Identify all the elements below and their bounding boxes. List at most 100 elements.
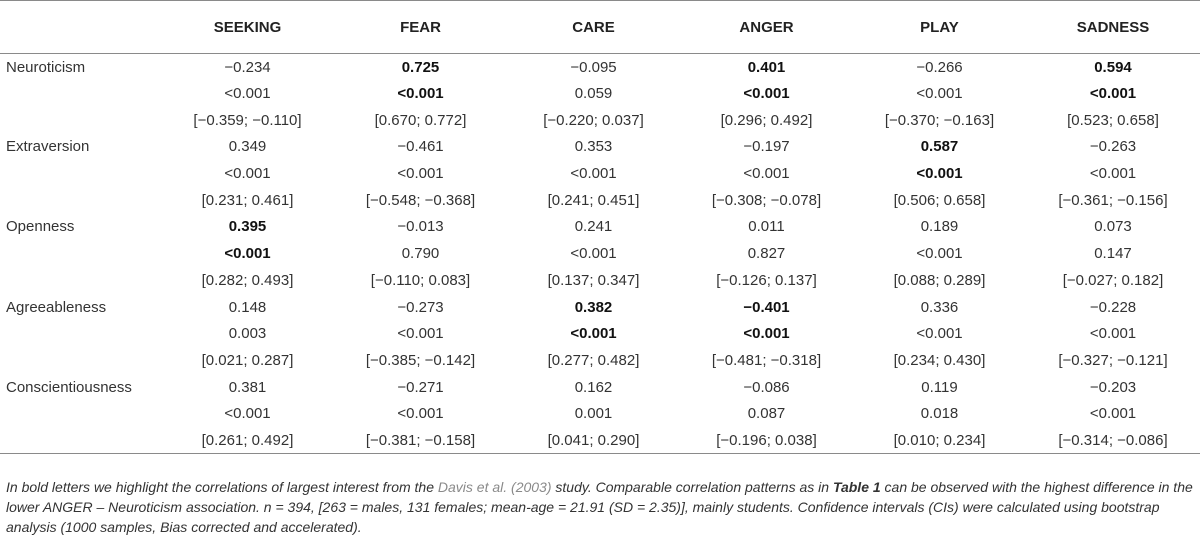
correlation-cell: −0.203 [1089, 378, 1137, 396]
col-header-play: PLAY [853, 0, 1026, 54]
correlation-cell: 0.011 [748, 218, 785, 236]
row-label-extraversion: Extraversion [6, 138, 90, 156]
table-body: Neuroticism −0.234 0.725 −0.095 0.401 −0.266 0… [0, 54, 1200, 455]
correlation-cell: −0.013 [397, 218, 444, 236]
correlation-table: SEEKING FEAR CARE ANGER PLAY SADNESS Neu… [0, 0, 1200, 455]
col-header-anger: ANGER [680, 0, 853, 54]
p-value-cell: <0.001 [397, 325, 444, 343]
correlation-cell: −0.266 [916, 58, 963, 76]
confidence-interval-cell: [−0.126; 0.137] [716, 271, 817, 289]
table-row: Agreeableness 0.148 −0.273 0.382 −0.401 0.336… [0, 294, 1200, 321]
p-value-cell: <0.001 [743, 165, 790, 183]
table-row: Neuroticism −0.234 0.725 −0.095 0.401 −0.266 0… [0, 54, 1200, 81]
p-value-cell: <0.001 [1089, 325, 1137, 343]
empty-label-cell [0, 427, 161, 455]
correlation-cell: 0.241 [574, 218, 613, 236]
correlation-cell: −0.263 [1089, 138, 1137, 156]
confidence-interval-cell: [−0.110; 0.083] [370, 271, 471, 289]
correlation-cell: 0.395 [228, 218, 267, 236]
confidence-interval-cell: [−0.327; −0.121] [1058, 351, 1168, 369]
p-value-cell: 0.827 [747, 245, 786, 263]
p-value-cell: 0.059 [574, 85, 613, 103]
correlation-cell: −0.273 [397, 298, 444, 316]
col-header-care: CARE [507, 0, 680, 54]
confidence-interval-cell: [−0.361; −0.156] [1058, 191, 1168, 209]
p-value-cell: <0.001 [1089, 85, 1137, 103]
correlation-cell: 0.594 [1094, 58, 1132, 76]
confidence-interval-cell: [−0.220; 0.037] [543, 111, 644, 129]
table-row: [0.021; 0.287] [−0.385; −0.142] [0.277; 0.… [0, 347, 1200, 374]
footnote-text: can be observed with the highest differe… [6, 479, 1193, 535]
p-value-cell: <0.001 [743, 325, 790, 343]
table-row: Openness 0.395 −0.013 0.241 0.011 0.189 0.073 [0, 214, 1200, 241]
correlation-cell: 0.073 [1094, 218, 1132, 236]
confidence-interval-cell: [0.296; 0.492] [720, 111, 813, 129]
p-value-cell: <0.001 [397, 85, 444, 103]
correlation-cell: −0.228 [1089, 298, 1137, 316]
correlation-cell: 0.148 [228, 298, 267, 316]
confidence-interval-cell: [0.010; 0.234] [853, 427, 1026, 455]
table-row: <0.001 <0.001 0.059 <0.001 <0.001 <0.001 [0, 80, 1200, 107]
confidence-interval-cell: [0.261; 0.492] [161, 427, 334, 455]
confidence-interval-cell: [−0.385; −0.142] [365, 351, 476, 369]
empty-label-cell [0, 267, 161, 294]
corner-cell [0, 0, 161, 54]
correlation-cell: −0.197 [743, 138, 790, 156]
correlation-cell: 0.382 [574, 298, 613, 316]
p-value-cell: 0.018 [920, 405, 959, 423]
confidence-interval-cell: [−0.370; −0.163] [884, 111, 995, 129]
p-value-cell: 0.003 [228, 325, 267, 343]
header-row: SEEKING FEAR CARE ANGER PLAY SADNESS [0, 0, 1200, 54]
p-value-cell: 0.087 [747, 405, 786, 423]
p-value-cell: <0.001 [1089, 405, 1137, 423]
footnote-text: study. Comparable correlation patterns a… [551, 479, 833, 495]
confidence-interval-cell: [0.088; 0.289] [893, 271, 986, 289]
col-header-fear: FEAR [334, 0, 507, 54]
table-row: Extraversion 0.349 −0.461 0.353 −0.197 0.587 −… [0, 134, 1200, 161]
confidence-interval-cell: [0.277; 0.482] [547, 351, 640, 369]
col-header-seeking: SEEKING [161, 0, 334, 54]
confidence-interval-cell: [0.282; 0.493] [201, 271, 294, 289]
empty-label-cell [0, 347, 161, 374]
p-value-cell: <0.001 [1089, 165, 1137, 183]
correlation-cell: −0.234 [224, 58, 271, 76]
confidence-interval-cell: [0.234; 0.430] [893, 351, 986, 369]
empty-label-cell [0, 187, 161, 214]
p-value-cell: <0.001 [224, 245, 271, 263]
correlation-cell: 0.119 [921, 378, 958, 396]
confidence-interval-cell: [−0.308; −0.078] [711, 191, 822, 209]
row-label-agreeableness: Agreeableness [6, 298, 107, 316]
table-row: <0.001 <0.001 <0.001 <0.001 <0.001 <0.001 [0, 160, 1200, 187]
p-value-cell: <0.001 [224, 85, 271, 103]
empty-label-cell [0, 107, 161, 134]
correlation-cell: −0.461 [397, 138, 444, 156]
confidence-interval-cell: [0.506; 0.658] [893, 191, 986, 209]
table-row: 0.003 <0.001 <0.001 <0.001 <0.001 <0.001 [0, 320, 1200, 347]
table-row: [0.282; 0.493] [−0.110; 0.083] [0.137; 0.3… [0, 267, 1200, 294]
correlation-cell: −0.271 [397, 378, 444, 396]
confidence-interval-cell: [−0.196; 0.038] [680, 427, 853, 455]
correlation-cell: 0.587 [920, 138, 959, 156]
correlation-cell: 0.336 [920, 298, 959, 316]
citation-link[interactable]: Davis et al. (2003) [437, 479, 552, 495]
confidence-interval-cell: [0.137; 0.347] [547, 271, 640, 289]
empty-label-cell [0, 80, 161, 107]
table-row: Conscientiousness 0.381 −0.271 0.162 −0.086 0… [0, 374, 1200, 401]
empty-label-cell [0, 240, 161, 267]
row-label-neuroticism: Neuroticism [6, 58, 86, 76]
confidence-interval-cell: [0.523; 0.658] [1067, 111, 1159, 129]
p-value-cell: <0.001 [916, 245, 963, 263]
p-value-cell: <0.001 [570, 165, 617, 183]
correlation-cell: 0.401 [747, 58, 786, 76]
table-row: <0.001 0.790 <0.001 0.827 <0.001 0.147 [0, 240, 1200, 267]
table-row: [−0.359; −0.110] [0.670; 0.772] [−0.220; 0… [0, 107, 1200, 134]
p-value-cell: <0.001 [224, 165, 271, 183]
p-value-cell: 0.001 [574, 405, 613, 423]
correlation-cell: 0.381 [228, 378, 267, 396]
table-footnote: In bold letters we highlight the correla… [6, 477, 1194, 537]
correlation-cell: 0.353 [574, 138, 613, 156]
correlation-cell: 0.725 [401, 58, 440, 76]
confidence-interval-cell: [−0.314; −0.086] [1026, 427, 1200, 455]
empty-label-cell [0, 400, 161, 427]
